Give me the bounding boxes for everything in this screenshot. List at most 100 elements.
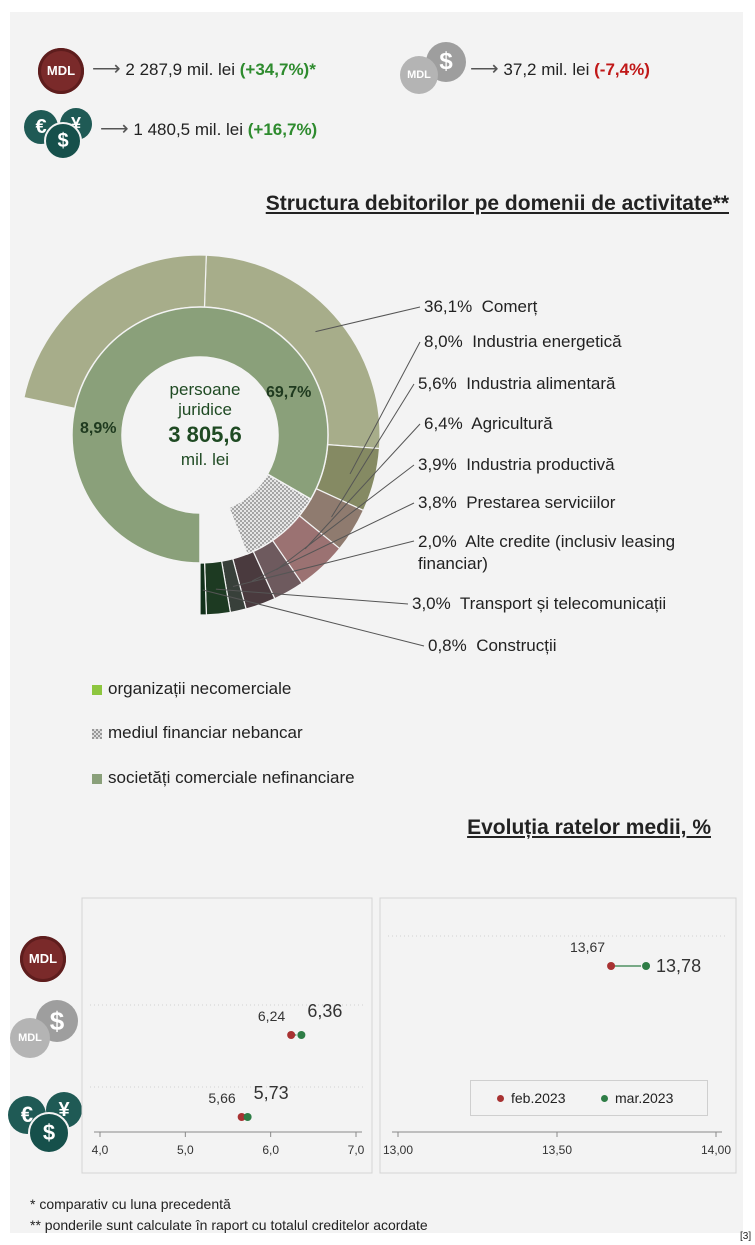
rates-right-panel [379,897,737,1174]
center-line2: juridice [178,400,232,419]
dollar-coin-icon: $ [44,122,82,160]
legend-necomerciale: organizații necomerciale [92,679,291,699]
center-line1: persoane [169,380,241,399]
legend-label-mar: mar.2023 [615,1090,674,1106]
total-mdl-fx-change: (-7,4%) [594,60,650,79]
point-feb.2023-MDL-FX [287,1031,296,1039]
sunburst-chart [23,254,425,647]
leader-line-1 [349,341,421,475]
x-tick-label-1: 13,50 [542,1143,572,1157]
point-mar.2023-MDL-FX [297,1031,306,1039]
x-tick-label-2: 6,0 [262,1143,279,1157]
value-transport: 3,0% [412,594,451,613]
point-label-mar.2023-MDL: 13,78 [656,956,701,976]
name-energetica: Industria energetică [472,332,622,351]
mdl-coin-icon: MDL [400,56,438,94]
legend-label-necomerciale: organizații necomerciale [108,679,292,698]
total-fx-change: (+16,7%) [247,120,318,139]
total-mdl-value: 2 287,9 mil. lei [125,60,236,79]
point-feb.2023-MDL [607,962,616,970]
point-label-mar.2023-FX: 5,73 [254,1083,289,1103]
leader-line-7 [215,588,409,605]
value-energetica: 8,0% [424,332,463,351]
mdl-badge-label: MDL [46,63,76,78]
legend-comerciale: societăți comerciale nefinanciare [92,768,355,788]
label-constructii: 0,8% Construcții [428,636,557,656]
rates-fx-coins-icon: € ¥ $ [8,1088,82,1154]
footnote-2: ** ponderile sunt calculate în raport cu… [30,1217,428,1233]
name-constructii: Construcții [476,636,557,655]
total-fx-value: 1 480,5 mil. lei [133,120,244,139]
arrow-right-icon: ⟶ [92,58,121,80]
rates-mdl-badge-label: MDL [28,951,58,966]
name-alte-credite: Alte credite (inclusiv leasing financiar… [418,532,676,573]
leader-line-0 [315,306,421,333]
legend-label-feb: feb.2023 [511,1090,566,1106]
inner-label-financiar: 8,9% [80,420,117,437]
name-comert: Comerț [481,297,538,316]
x-tick-label-2: 14,00 [701,1143,731,1157]
total-mdl-fx-value: 37,2 mil. lei [503,60,590,79]
label-alimentara: 5,6% Industria alimentară [418,374,616,394]
center-unit: mil. lei [180,450,230,469]
point-label-mar.2023-MDL-FX: 6,36 [307,1001,342,1021]
rates-left-panel [81,897,373,1174]
total-fx: ⟶ 1 480,5 mil. lei (+16,7%) [100,116,317,141]
legend-dot-feb [497,1095,504,1102]
inner-label-comercial: 69,7% [266,384,312,401]
legend-label-financiar: mediul financiar nebancar [108,723,303,742]
rates-mdl-badge: MDL [20,936,66,982]
label-servicii: 3,8% Prestarea serviciilor [418,493,615,513]
value-comert: 36,1% [424,297,473,316]
center-value: 3 805,6 [168,422,242,447]
point-feb.2023-FX [237,1113,246,1121]
structure-title: Structura debitorilor pe domenii de acti… [265,192,729,215]
x-tick-label-3: 7,0 [348,1143,365,1157]
inner-slice-0 [71,306,329,564]
leader-line-6 [232,540,415,587]
mdl-coin-label: MDL [407,69,431,81]
rates-mdl-coin-label: MDL [18,1032,42,1044]
rates-mdl-dollar-icon: $ MDL [10,1000,80,1060]
point-mar.2023-FX [243,1113,252,1121]
point-label-feb.2023-MDL-FX: 6,24 [258,1008,285,1024]
x-tick-label-1: 5,0 [177,1143,194,1157]
leader-line-3 [304,423,421,550]
label-energetica: 8,0% Industria energetică [424,332,622,352]
value-servicii: 3,8% [418,493,457,512]
value-constructii: 0,8% [428,636,467,655]
legend-label-comerciale: societăți comerciale nefinanciare [108,768,355,787]
fx-coins-icon: € ¥ $ [24,106,96,160]
footnote-1: * comparativ cu luna precedentă [30,1196,231,1212]
value-agricultura: 6,4% [424,414,463,433]
rates-title: Evoluția ratelor medii, % [467,816,711,839]
leader-line-5 [252,502,415,582]
legend-swatch-comerciale [92,773,102,784]
rates-legend: feb.2023 mar.2023 [470,1080,708,1116]
legend-swatch-financiar [92,728,102,739]
legend-swatch-necomerciale [92,684,102,695]
arrow-right-icon: ⟶ [470,58,499,80]
point-label-feb.2023-MDL: 13,67 [570,939,605,955]
total-mdl-fx: ⟶ 37,2 mil. lei (-7,4%) [470,56,650,81]
legend-dot-mar [601,1095,608,1102]
label-comert: 36,1% Comerț [424,297,537,317]
name-agricultura: Agricultură [471,414,553,433]
label-agricultura: 6,4% Agricultură [424,414,553,434]
name-servicii: Prestarea serviciilor [466,493,616,512]
x-tick-label-0: 4,0 [92,1143,109,1157]
point-mar.2023-MDL [642,962,651,970]
point-label-feb.2023-FX: 5,66 [208,1090,235,1106]
dollar-coin-icon: $ [28,1112,70,1154]
name-productiva: Industria productivă [466,455,615,474]
mdl-dollar-icon: $ MDL [400,42,468,94]
name-alimentara: Industria alimentară [466,374,616,393]
total-mdl-change: (+34,7%)* [239,60,316,79]
x-tick-label-0: 13,00 [383,1143,413,1157]
inner-slice-1 [227,473,312,555]
source-ref: [3] [740,1231,752,1242]
leader-line-4 [276,464,415,571]
total-mdl: ⟶ 2 287,9 mil. lei (+34,7%)* [92,56,316,81]
donut-center: persoane juridice 3 805,6 mil. lei [150,380,260,470]
